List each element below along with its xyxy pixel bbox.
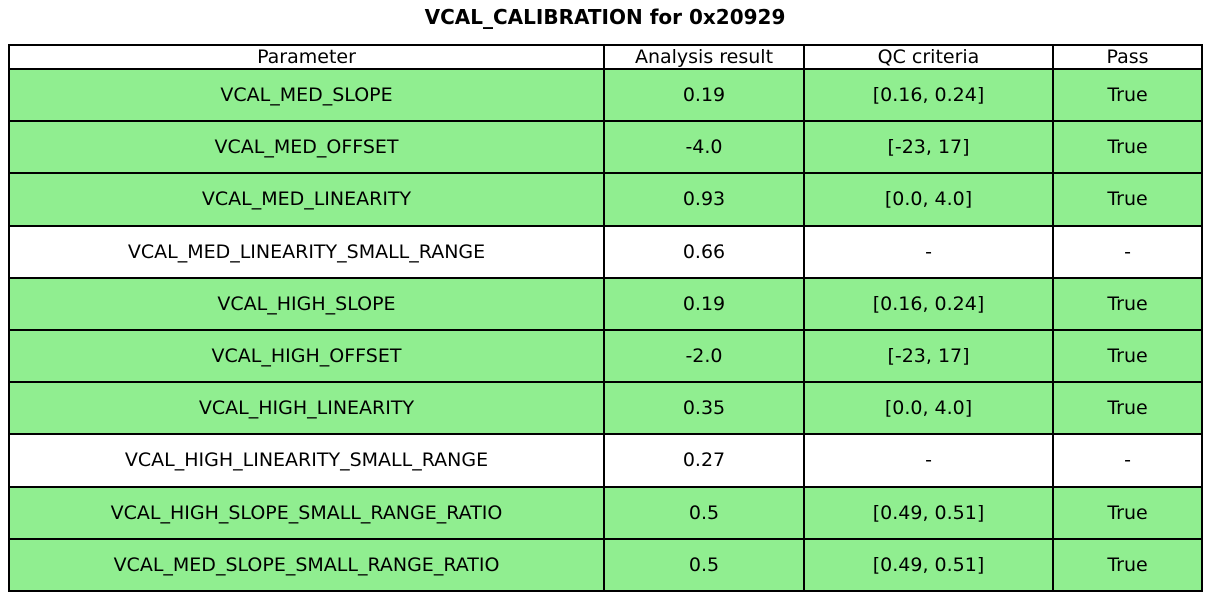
cell-pass: True: [1052, 172, 1203, 227]
cell-analysis-result: 0.93: [603, 172, 805, 227]
cell-qc-criteria: [-23, 17]: [803, 328, 1054, 384]
page-title: VCAL_CALIBRATION for 0x20929: [424, 5, 786, 29]
cell-analysis-result: -2.0: [603, 328, 805, 384]
cell-qc-criteria: [-23, 17]: [803, 120, 1054, 175]
col-header-analysis-result: Analysis result: [603, 44, 805, 70]
table-row: VCAL_MED_LINEARITY_SMALL_RANGE 0.66 - -: [8, 224, 1203, 279]
cell-pass: -: [1052, 224, 1203, 279]
cell-parameter: VCAL_MED_OFFSET: [8, 120, 605, 175]
cell-parameter: VCAL_HIGH_OFFSET: [8, 328, 605, 384]
cell-pass: True: [1052, 328, 1203, 384]
cell-parameter: VCAL_MED_SLOPE: [8, 67, 605, 123]
header-row: Parameter Analysis result QC criteria Pa…: [8, 44, 1203, 70]
cell-analysis-result: -4.0: [603, 120, 805, 175]
qc-table: Parameter Analysis result QC criteria Pa…: [8, 44, 1203, 593]
cell-parameter: VCAL_HIGH_SLOPE: [8, 276, 605, 331]
table-row: VCAL_MED_OFFSET -4.0 [-23, 17] True: [8, 120, 1203, 175]
cell-pass: -: [1052, 433, 1203, 488]
cell-pass: True: [1052, 276, 1203, 331]
cell-qc-criteria: -: [803, 433, 1054, 488]
table-row: VCAL_HIGH_LINEARITY_SMALL_RANGE 0.27 - -: [8, 433, 1203, 488]
cell-analysis-result: 0.19: [603, 276, 805, 331]
cell-qc-criteria: [0.49, 0.51]: [803, 537, 1054, 593]
cell-qc-criteria: [0.0, 4.0]: [803, 172, 1054, 227]
cell-analysis-result: 0.66: [603, 224, 805, 279]
cell-analysis-result: 0.27: [603, 433, 805, 488]
cell-parameter: VCAL_MED_SLOPE_SMALL_RANGE_RATIO: [8, 537, 605, 593]
cell-qc-criteria: [0.16, 0.24]: [803, 67, 1054, 123]
table-body: VCAL_MED_SLOPE 0.19 [0.16, 0.24] True VC…: [8, 67, 1203, 593]
cell-parameter: VCAL_HIGH_LINEARITY_SMALL_RANGE: [8, 433, 605, 488]
cell-parameter: VCAL_HIGH_LINEARITY: [8, 381, 605, 436]
cell-parameter: VCAL_HIGH_SLOPE_SMALL_RANGE_RATIO: [8, 485, 605, 540]
cell-pass: True: [1052, 381, 1203, 436]
col-header-pass: Pass: [1052, 44, 1203, 70]
cell-qc-criteria: [0.0, 4.0]: [803, 381, 1054, 436]
cell-pass: True: [1052, 485, 1203, 540]
cell-pass: True: [1052, 120, 1203, 175]
cell-pass: True: [1052, 537, 1203, 593]
table-row: VCAL_MED_SLOPE 0.19 [0.16, 0.24] True: [8, 67, 1203, 123]
table-header: Parameter Analysis result QC criteria Pa…: [8, 44, 1203, 70]
cell-qc-criteria: [0.16, 0.24]: [803, 276, 1054, 331]
col-header-qc-criteria: QC criteria: [803, 44, 1054, 70]
cell-qc-criteria: [0.49, 0.51]: [803, 485, 1054, 540]
cell-analysis-result: 0.5: [603, 485, 805, 540]
table-row: VCAL_HIGH_OFFSET -2.0 [-23, 17] True: [8, 328, 1203, 384]
table-row: VCAL_MED_LINEARITY 0.93 [0.0, 4.0] True: [8, 172, 1203, 227]
cell-analysis-result: 0.35: [603, 381, 805, 436]
cell-parameter: VCAL_MED_LINEARITY_SMALL_RANGE: [8, 224, 605, 279]
table-row: VCAL_HIGH_LINEARITY 0.35 [0.0, 4.0] True: [8, 381, 1203, 436]
cell-analysis-result: 0.5: [603, 537, 805, 593]
cell-analysis-result: 0.19: [603, 67, 805, 123]
cell-pass: True: [1052, 67, 1203, 123]
col-header-parameter: Parameter: [8, 44, 605, 70]
table-row: VCAL_HIGH_SLOPE 0.19 [0.16, 0.24] True: [8, 276, 1203, 331]
table-row: VCAL_HIGH_SLOPE_SMALL_RANGE_RATIO 0.5 [0…: [8, 485, 1203, 540]
cell-parameter: VCAL_MED_LINEARITY: [8, 172, 605, 227]
table-row: VCAL_MED_SLOPE_SMALL_RANGE_RATIO 0.5 [0.…: [8, 537, 1203, 593]
cell-qc-criteria: -: [803, 224, 1054, 279]
